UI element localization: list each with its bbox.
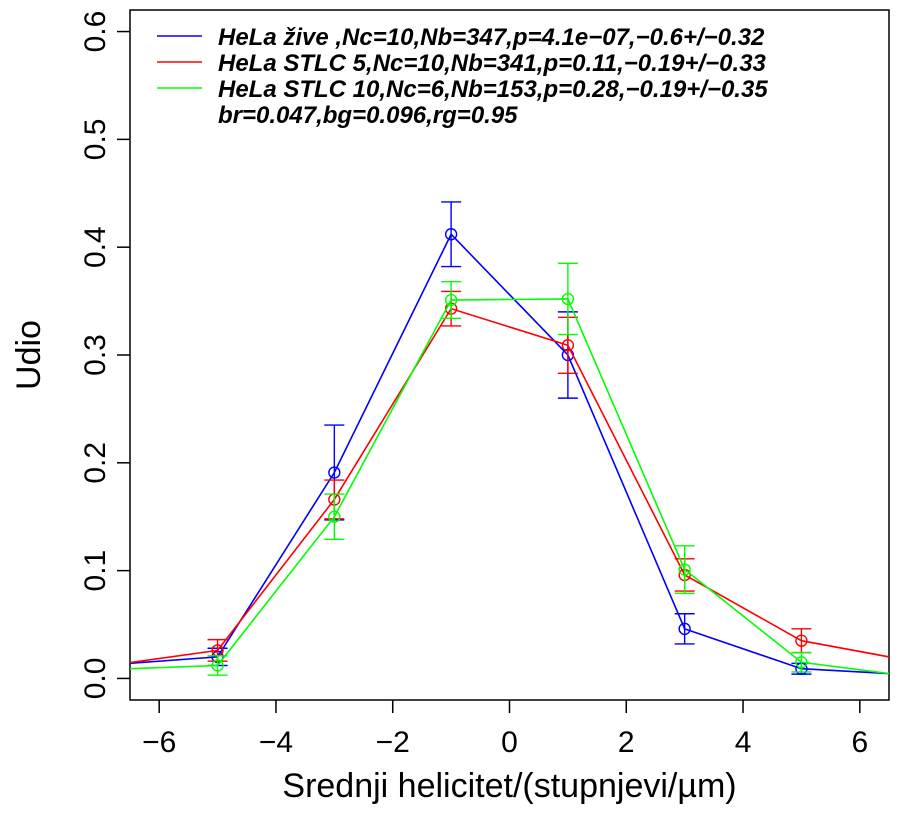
x-axis-title: Srednji helicitet/(stupnjevi/µm) xyxy=(282,767,736,805)
y-tick-label: 0.0 xyxy=(79,658,112,700)
data-point xyxy=(444,293,458,307)
x-tick-label: 4 xyxy=(735,726,752,759)
series-2 xyxy=(130,290,889,664)
x-tick-label: −2 xyxy=(376,726,410,759)
data-point xyxy=(678,622,691,636)
y-tick-label: 0.4 xyxy=(79,226,112,268)
series-1 xyxy=(130,201,889,675)
series-3 xyxy=(130,262,889,676)
y-tick-label: 0.2 xyxy=(79,442,112,484)
x-tick-label: −4 xyxy=(259,726,293,759)
series-line xyxy=(130,307,889,664)
series-line xyxy=(130,232,889,675)
data-point xyxy=(678,563,691,576)
series-line xyxy=(130,298,889,675)
data-point xyxy=(561,292,575,306)
data-point xyxy=(561,339,575,352)
legend: HeLa žive ,Nc=10,Nb=347,p=4.1e−07,−0.6+/… xyxy=(157,24,768,129)
legend-label: HeLa STLC 10,Nc=6,Nb=153,p=0.28,−0.19+/−… xyxy=(218,76,768,103)
data-point xyxy=(211,659,224,672)
y-tick-label: 0.5 xyxy=(79,119,112,161)
x-tick-label: 6 xyxy=(851,726,868,759)
y-tick-label: 0.1 xyxy=(79,550,112,592)
data-point xyxy=(328,466,341,479)
y-axis-title: Udio xyxy=(10,320,48,390)
y-tick-label: 0.6 xyxy=(79,11,112,53)
legend-label: HeLa STLC 5,Nc=10,Nb=341,p=0.11,−0.19+/−… xyxy=(218,50,767,77)
data-point xyxy=(795,634,808,647)
y-tick-label: 0.3 xyxy=(79,334,112,376)
legend-label: HeLa žive ,Nc=10,Nb=347,p=4.1e−07,−0.6+/… xyxy=(218,24,765,51)
x-tick-label: 2 xyxy=(618,726,635,759)
series-layer xyxy=(130,201,889,676)
data-point xyxy=(328,510,341,523)
data-point xyxy=(444,228,458,241)
data-point xyxy=(795,656,808,669)
x-tick-label: −6 xyxy=(142,726,176,759)
x-tick-label: 0 xyxy=(501,726,518,759)
axes: −6 −4 −2 0 2 4 6 0.0 0.1 0.2 0.3 0.4 0.5 0.6 xyxy=(79,9,890,759)
legend-note: br=0.047,bg=0.096,rg=0.95 xyxy=(218,102,518,129)
